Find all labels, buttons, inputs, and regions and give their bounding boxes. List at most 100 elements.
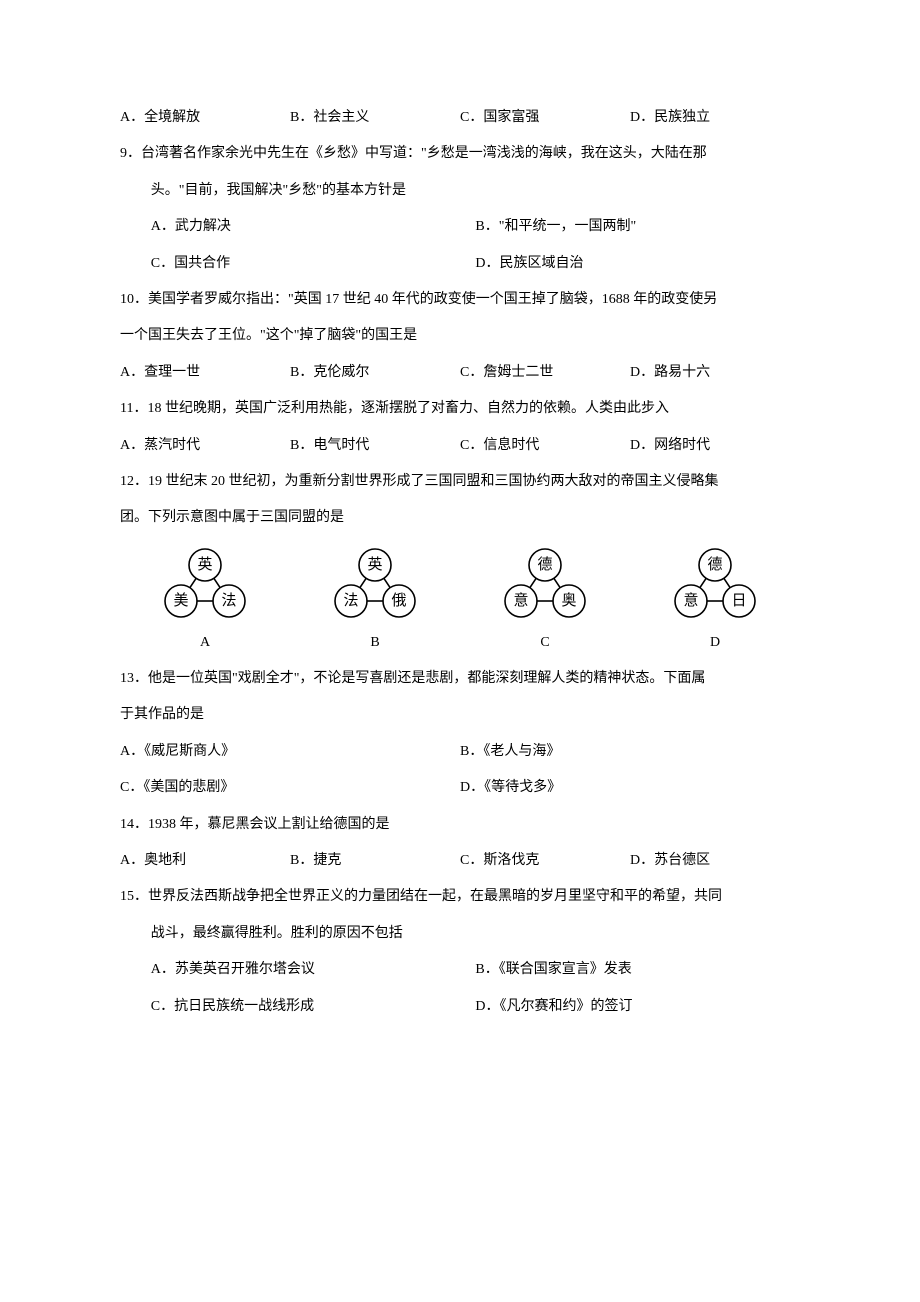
opt-text: 奥地利 — [144, 853, 186, 868]
opt-text: 蒸汽时代 — [144, 438, 200, 453]
opt-text: 民族独立 — [654, 110, 710, 125]
q8-opt-b: B．社会主义 — [290, 100, 460, 136]
opt-text: 《等待戈多》 — [484, 780, 561, 795]
q13-opt-c: C．《美国的悲剧》 — [120, 770, 460, 806]
triangle-diagram-icon: 德意奥 — [485, 545, 605, 623]
opt-key: A． — [151, 219, 175, 234]
q9-options-row2: C．国共合作 D．民族区域自治 — [120, 246, 800, 282]
opt-text: 斯洛伐克 — [483, 853, 539, 868]
opt-text: 《联合国家宣言》发表 — [499, 962, 632, 977]
q12-diagram-row: 英美法A英法俄B德意奥C德意日D — [120, 545, 800, 661]
opt-text: 社会主义 — [313, 110, 369, 125]
q11-opt-c: C．信息时代 — [460, 428, 630, 464]
opt-key: B． — [475, 219, 498, 234]
opt-text: 捷克 — [313, 853, 341, 868]
triangle-diagram-icon: 英美法 — [145, 545, 265, 623]
opt-key: D． — [630, 365, 654, 380]
q9-stem-line1: 9．台湾著名作家余光中先生在《乡愁》中写道："乡愁是一湾浅浅的海峡，我在这头，大… — [120, 136, 800, 172]
opt-text: "和平统一，一国两制" — [499, 219, 636, 234]
opt-key: D． — [475, 256, 499, 271]
q11-opt-b: B．电气时代 — [290, 428, 460, 464]
q13-opt-b: B．《老人与海》 — [460, 734, 800, 770]
q11-stem: 11．18 世纪晚期，英国广泛利用热能，逐渐摆脱了对畜力、自然力的依赖。人类由此… — [120, 391, 800, 427]
opt-text: 抗日民族统一战线形成 — [174, 999, 314, 1014]
svg-text:俄: 俄 — [391, 592, 406, 609]
triangle-diagram-icon: 英法俄 — [315, 545, 435, 623]
q15-opt-c: C．抗日民族统一战线形成 — [151, 989, 476, 1025]
q12-diagram-letter: D — [710, 625, 720, 661]
q13-stem-line2: 于其作品的是 — [120, 697, 800, 733]
opt-key: B． — [290, 853, 313, 868]
svg-text:德: 德 — [707, 555, 722, 573]
opt-key: A． — [120, 853, 144, 868]
q11-opt-a: A．蒸汽时代 — [120, 428, 290, 464]
q12-diagram-letter: B — [370, 625, 379, 661]
q14-options: A．奥地利 B．捷克 C．斯洛伐克 D．苏台德区 — [120, 843, 800, 879]
opt-text: 民族区域自治 — [500, 256, 584, 271]
opt-text: 《美国的悲剧》 — [143, 780, 234, 795]
q12-diagram-letter: C — [540, 625, 549, 661]
exam-page: A．全境解放 B．社会主义 C．国家富强 D．民族独立 9．台湾著名作家余光中先… — [0, 0, 920, 1085]
opt-key: D． — [630, 438, 654, 453]
opt-key: B． — [290, 110, 313, 125]
opt-key: A． — [120, 365, 144, 380]
opt-text: 《老人与海》 — [483, 744, 560, 759]
svg-text:英: 英 — [197, 555, 212, 573]
svg-text:意: 意 — [513, 591, 528, 609]
q10-opt-c: C．詹姆士二世 — [460, 355, 630, 391]
q10-opt-a: A．查理一世 — [120, 355, 290, 391]
q15-options-row1: A．苏美英召开雅尔塔会议 B．《联合国家宣言》发表 — [120, 952, 800, 988]
opt-key: D． — [630, 853, 654, 868]
svg-text:法: 法 — [221, 592, 236, 609]
opt-text: 苏美英召开雅尔塔会议 — [175, 962, 315, 977]
q12-stem-line1: 12．19 世纪末 20 世纪初，为重新分割世界形成了三国同盟和三国协约两大敌对… — [120, 464, 800, 500]
q8-opt-a: A．全境解放 — [120, 100, 290, 136]
opt-key: A． — [120, 438, 144, 453]
q15-opt-d: D．《凡尔赛和约》的签订 — [475, 989, 800, 1025]
q14-opt-b: B．捷克 — [290, 843, 460, 879]
q9-opt-b: B．"和平统一，一国两制" — [475, 209, 800, 245]
opt-text: 《凡尔赛和约》的签订 — [500, 999, 633, 1014]
opt-key: C． — [460, 110, 483, 125]
opt-text: 查理一世 — [144, 365, 200, 380]
opt-key: C． — [151, 256, 174, 271]
opt-text: 克伦威尔 — [313, 365, 369, 380]
opt-key: B． — [460, 744, 483, 759]
svg-text:英: 英 — [367, 555, 382, 573]
q10-opt-b: B．克伦威尔 — [290, 355, 460, 391]
q8-options: A．全境解放 B．社会主义 C．国家富强 D．民族独立 — [120, 100, 800, 136]
q9-stem-line2: 头。"目前，我国解决"乡愁"的基本方针是 — [120, 173, 800, 209]
opt-text: 国家富强 — [483, 110, 539, 125]
q15-stem-line1: 15．世界反法西斯战争把全世界正义的力量团结在一起，在最黑暗的岁月里坚守和平的希… — [120, 879, 800, 915]
opt-key: C． — [460, 438, 483, 453]
q13-opt-d: D．《等待戈多》 — [460, 770, 800, 806]
opt-text: 网络时代 — [654, 438, 710, 453]
opt-key: B． — [475, 962, 498, 977]
opt-key: D． — [475, 999, 499, 1014]
opt-key: D． — [630, 110, 654, 125]
q14-opt-d: D．苏台德区 — [630, 843, 800, 879]
q13-options-row1: A．《威尼斯商人》 B．《老人与海》 — [120, 734, 800, 770]
q14-stem: 14．1938 年，慕尼黑会议上割让给德国的是 — [120, 807, 800, 843]
q12-diagram-b: 英法俄B — [295, 545, 455, 661]
opt-key: B． — [290, 438, 313, 453]
q12-diagram-d: 德意日D — [635, 545, 795, 661]
svg-text:意: 意 — [683, 591, 698, 609]
triangle-diagram-icon: 德意日 — [655, 545, 775, 623]
opt-key: B． — [290, 365, 313, 380]
q12-diagram-c: 德意奥C — [465, 545, 625, 661]
q15-opt-a: A．苏美英召开雅尔塔会议 — [151, 952, 476, 988]
q11-opt-d: D．网络时代 — [630, 428, 800, 464]
q15-options-row2: C．抗日民族统一战线形成 D．《凡尔赛和约》的签订 — [120, 989, 800, 1025]
svg-text:德: 德 — [537, 555, 552, 573]
opt-key: C． — [460, 365, 483, 380]
opt-text: 信息时代 — [483, 438, 539, 453]
q13-stem-line1: 13．他是一位英国"戏剧全才"，不论是写喜剧还是悲剧，都能深刻理解人类的精神状态… — [120, 661, 800, 697]
opt-text: 国共合作 — [174, 256, 230, 271]
opt-key: A． — [151, 962, 175, 977]
opt-text: 路易十六 — [654, 365, 710, 380]
q11-options: A．蒸汽时代 B．电气时代 C．信息时代 D．网络时代 — [120, 428, 800, 464]
q8-opt-d: D．民族独立 — [630, 100, 800, 136]
opt-key: A． — [120, 744, 144, 759]
q12-diagram-letter: A — [200, 625, 210, 661]
